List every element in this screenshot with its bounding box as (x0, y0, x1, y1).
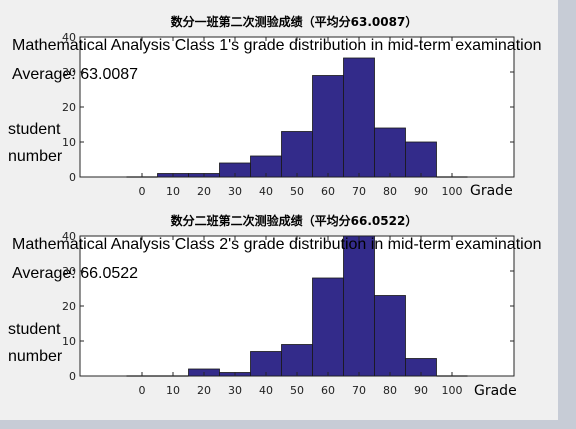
chart-2-x-tick-label: 10 (166, 384, 180, 397)
chart-2-x-tick-label: 40 (259, 384, 273, 397)
chart-1-x-tick-label: 30 (228, 185, 242, 198)
chart-2-bar (281, 344, 313, 377)
chart-1: 0 10 20 30 40 0 10 20 30 40 50 60 70 80 90 100 数分一班第二次… (8, 14, 542, 199)
chart-1-x-tick-label: 60 (321, 185, 335, 198)
chart-2-x-tick-label: 80 (383, 384, 397, 397)
chart-1-ylabel-line-1: student (8, 121, 61, 138)
chart-1-x-tick-label: 20 (197, 185, 211, 198)
chart-1-bar (405, 141, 437, 178)
chart-1-ylabel-line-2: number (8, 148, 63, 165)
chart-2-x-tick-label: 90 (414, 384, 428, 397)
chart-2-x-tick-label: 70 (352, 384, 366, 397)
chart-2-y-ticks: 0 10 20 30 40 (62, 230, 514, 383)
chart-2-x-ticks: 0 10 20 30 40 50 60 70 80 90 100 (139, 236, 463, 397)
chart-1-x-ticks: 0 10 20 30 40 50 60 70 80 90 100 (139, 37, 463, 198)
chart-1-x-tick-label: 80 (383, 185, 397, 198)
chart-1-bar (374, 127, 406, 178)
chart-1-xlabel: Grade (470, 183, 513, 199)
chart-2-x-tick-label: 50 (290, 384, 304, 397)
chart-2-bars (126, 235, 468, 377)
chart-2: 0 10 20 30 40 0 10 20 30 40 50 60 70 80 90 100 数分二班第二次… (8, 213, 542, 399)
chart-2-bar (374, 295, 406, 377)
chart-2-overlay-title: Mathematical Analysis Class 2's grade di… (12, 236, 542, 253)
chart-1-x-tick-label: 50 (290, 185, 304, 198)
chart-1-bar (281, 131, 313, 178)
chart-1-title: 数分一班第二次测验成绩（平均分63.0087） (171, 14, 418, 29)
chart-1-y-tick-label: 20 (62, 101, 76, 114)
chart-1-x-tick-label: 90 (414, 185, 428, 198)
window-frame-bottom (0, 420, 576, 429)
chart-2-y-tick-label: 0 (69, 370, 76, 383)
chart-1-x-tick-label: 10 (166, 185, 180, 198)
chart-1-overlay-title: Mathematical Analysis Class 1's grade di… (12, 37, 542, 54)
chart-2-ylabel-line-1: student (8, 321, 61, 338)
chart-2-x-tick-label: 30 (228, 384, 242, 397)
chart-2-y-tick-label: 10 (62, 335, 76, 348)
chart-1-y-tick-label: 30 (62, 66, 76, 79)
chart-2-y-tick-label: 20 (62, 300, 76, 313)
chart-2-average-label: Average: 66.0522 (12, 265, 138, 282)
chart-1-bar (343, 57, 375, 178)
chart-1-y-ticks: 0 10 20 30 40 (62, 31, 514, 184)
chart-2-bar (312, 277, 344, 377)
chart-2-x-tick-label: 100 (442, 384, 463, 397)
window-frame-right (558, 0, 576, 429)
chart-1-x-tick-label: 40 (259, 185, 273, 198)
chart-1-x-tick-label: 100 (442, 185, 463, 198)
chart-2-y-tick-label: 40 (62, 230, 76, 243)
chart-1-bar (312, 75, 344, 178)
chart-1-average-label: Average: 63.0087 (12, 66, 138, 83)
chart-2-x-tick-label: 20 (197, 384, 211, 397)
chart-1-y-tick-label: 0 (69, 171, 76, 184)
chart-2-bar (343, 235, 375, 377)
chart-2-xlabel: Grade (474, 383, 517, 399)
chart-1-y-tick-label: 40 (62, 31, 76, 44)
chart-1-x-tick-label: 0 (139, 185, 146, 198)
chart-2-x-tick-label: 0 (139, 384, 146, 397)
chart-2-x-tick-label: 60 (321, 384, 335, 397)
chart-1-bars (126, 57, 468, 178)
chart-2-title: 数分二班第二次测验成绩（平均分66.0522） (171, 213, 418, 228)
chart-2-y-tick-label: 30 (62, 265, 76, 278)
chart-2-ylabel-line-2: number (8, 348, 63, 365)
chart-1-y-tick-label: 10 (62, 136, 76, 149)
chart-1-x-tick-label: 70 (352, 185, 366, 198)
